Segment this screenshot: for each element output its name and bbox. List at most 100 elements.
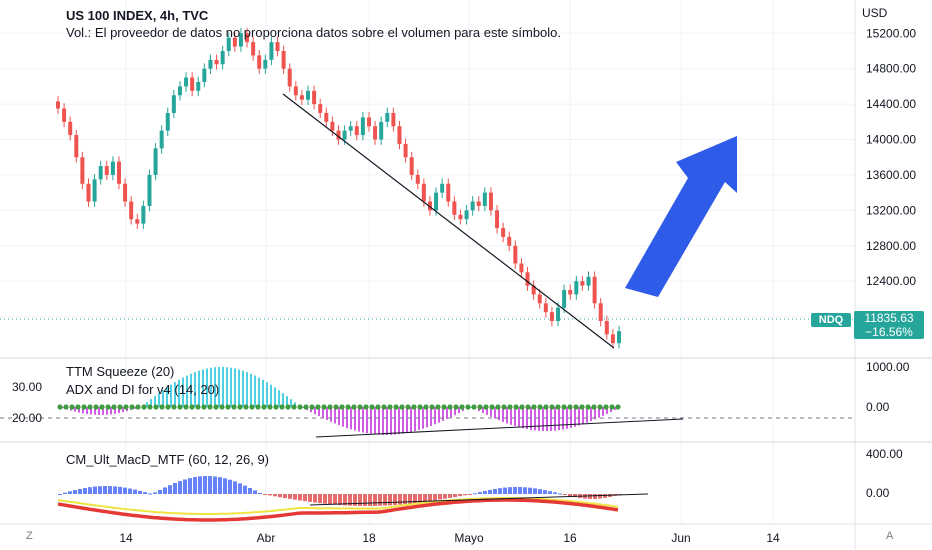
squeeze-bar bbox=[102, 407, 104, 415]
macd-bar bbox=[333, 494, 337, 505]
squeeze-bar bbox=[194, 372, 196, 407]
squeeze-bar bbox=[590, 407, 592, 422]
candle-body bbox=[62, 108, 67, 122]
macd-bar bbox=[258, 492, 262, 494]
macd-label[interactable]: CM_Ult_MacD_MTF (60, 12, 26, 9) bbox=[66, 452, 270, 467]
auto-scale-button[interactable]: A bbox=[886, 530, 894, 542]
candle-body bbox=[495, 210, 500, 229]
candle-body bbox=[171, 95, 176, 113]
squeeze-bar bbox=[86, 407, 88, 415]
squeeze-bar bbox=[270, 384, 272, 407]
squeeze-dot bbox=[105, 404, 111, 410]
squeeze-dot bbox=[279, 404, 285, 410]
squeeze-bar bbox=[542, 407, 544, 431]
macd-bar bbox=[383, 494, 387, 506]
candle-body bbox=[531, 285, 536, 295]
candle-body bbox=[190, 77, 195, 91]
forecast-arrow bbox=[625, 136, 737, 297]
squeeze-bar bbox=[338, 407, 340, 426]
candle-body bbox=[348, 126, 353, 131]
squeeze-dot bbox=[99, 404, 105, 410]
candle-body bbox=[415, 174, 420, 184]
macd-bar bbox=[253, 490, 257, 494]
chart-title: US 100 INDEX, 4h, TVC bbox=[66, 8, 209, 23]
squeeze-bar bbox=[278, 390, 280, 407]
squeeze-bar bbox=[434, 407, 436, 425]
candle-body bbox=[135, 219, 140, 224]
macd-bar bbox=[403, 494, 407, 505]
price-tick-label: 14400.00 bbox=[866, 97, 916, 111]
squeeze-dot bbox=[261, 404, 267, 410]
squeeze-dot bbox=[237, 404, 243, 410]
macd-bar bbox=[203, 476, 207, 494]
macd-bar bbox=[58, 494, 62, 495]
squeeze-dot bbox=[465, 404, 471, 410]
squeeze-bar bbox=[214, 367, 216, 407]
squeeze-bar bbox=[374, 407, 376, 435]
candle-body bbox=[214, 59, 219, 65]
candle-body bbox=[427, 201, 432, 211]
squeeze-dot bbox=[315, 404, 321, 410]
squeeze-bar bbox=[310, 407, 312, 413]
zoom-reset-button[interactable]: Z bbox=[26, 530, 33, 542]
macd-bar bbox=[438, 494, 442, 500]
candle-body bbox=[513, 245, 518, 264]
squeeze-bar bbox=[426, 407, 428, 428]
squeeze-bar bbox=[614, 407, 616, 411]
squeeze-dot bbox=[519, 404, 525, 410]
squeeze-bar bbox=[330, 407, 332, 422]
squeeze-dot bbox=[291, 404, 297, 410]
squeeze-bar bbox=[602, 407, 604, 416]
squeeze-bar bbox=[110, 407, 112, 415]
squeeze-bar bbox=[514, 407, 516, 427]
macd-bar bbox=[123, 487, 127, 494]
candle-body bbox=[336, 130, 341, 140]
macd-bar bbox=[243, 485, 247, 494]
candle-body bbox=[263, 59, 268, 69]
squeeze-bar bbox=[598, 407, 600, 418]
squeeze-bar bbox=[238, 369, 240, 407]
ttm-squeeze-label[interactable]: TTM Squeeze (20) bbox=[66, 364, 175, 379]
macd-bar bbox=[248, 487, 252, 494]
squeeze-dot bbox=[147, 404, 153, 410]
squeeze-dot bbox=[441, 404, 447, 410]
squeeze-dot bbox=[243, 404, 249, 410]
squeeze-bar bbox=[458, 407, 460, 414]
squeeze-bar bbox=[198, 370, 200, 407]
squeeze-bar bbox=[378, 407, 380, 435]
candle-body bbox=[598, 303, 603, 322]
squeeze-dot bbox=[459, 404, 465, 410]
macd-bar bbox=[268, 494, 272, 496]
squeeze-bar bbox=[354, 407, 356, 431]
squeeze-bar bbox=[546, 407, 548, 431]
macd-bar bbox=[353, 494, 357, 506]
squeeze-dot bbox=[423, 404, 429, 410]
squeeze-dot bbox=[555, 404, 561, 410]
macd-bar bbox=[78, 488, 82, 494]
squeeze-dot bbox=[189, 404, 195, 410]
candle-body bbox=[568, 290, 573, 295]
candle-body bbox=[586, 276, 591, 286]
macd-bar bbox=[223, 478, 227, 494]
adx-label[interactable]: ADX and DI for v4 (14, 20) bbox=[66, 382, 220, 397]
squeeze-bar bbox=[558, 407, 560, 431]
squeeze-bar bbox=[534, 407, 536, 431]
squeeze-bar bbox=[230, 367, 232, 407]
macd-bar bbox=[398, 494, 402, 505]
squeeze-dot bbox=[159, 404, 165, 410]
squeeze-bar bbox=[222, 367, 224, 407]
squeeze-dot bbox=[255, 404, 261, 410]
squeeze-bar bbox=[574, 407, 576, 427]
candle-body bbox=[153, 148, 158, 175]
squeeze-dot bbox=[273, 404, 279, 410]
time-tick-label: 14 bbox=[119, 531, 133, 545]
squeeze-dot bbox=[513, 404, 519, 410]
squeeze-bar bbox=[362, 407, 364, 433]
squeeze-bar bbox=[262, 379, 264, 407]
squeeze-dot bbox=[129, 404, 135, 410]
candle-body bbox=[208, 59, 213, 69]
squeeze-bar bbox=[406, 407, 408, 433]
candle-body bbox=[507, 236, 512, 246]
squeeze-dot bbox=[405, 404, 411, 410]
macd-bar bbox=[523, 487, 527, 494]
